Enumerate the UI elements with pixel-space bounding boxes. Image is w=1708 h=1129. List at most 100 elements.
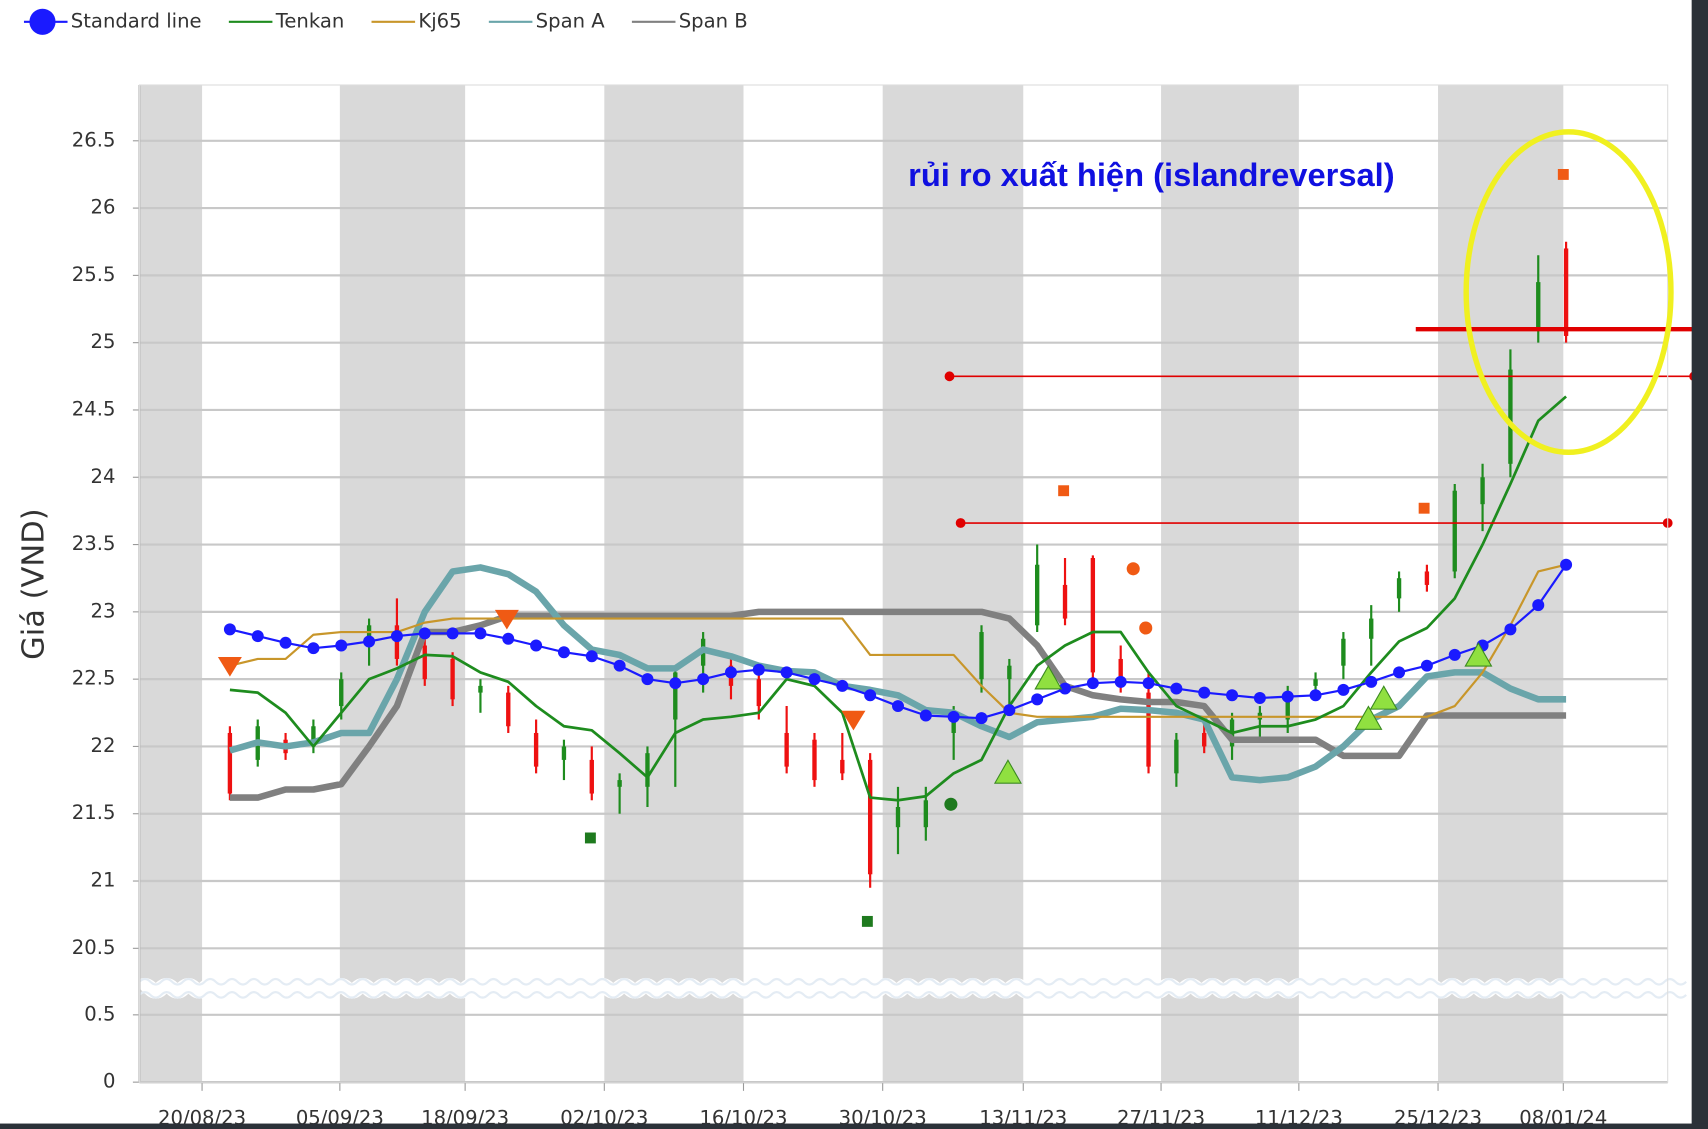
- axis-break-edge: [138, 977, 1687, 986]
- candle-body: [645, 753, 650, 787]
- series-dot: [251, 630, 264, 643]
- candle-body: [1174, 739, 1179, 774]
- annotation: rủi ro xuất hiện (islandreversal): [908, 156, 1395, 193]
- legend-item: Span A: [488, 9, 606, 32]
- candle-body: [1563, 248, 1569, 336]
- highlight-ellipse: [1463, 129, 1674, 455]
- candle-body: [533, 732, 539, 767]
- series-dot: [363, 635, 376, 648]
- y-tick-label: 23.5: [72, 532, 116, 555]
- x-tick-label: 30/10/23: [839, 1107, 927, 1129]
- candle-body: [561, 746, 567, 760]
- candle-body: [756, 679, 761, 707]
- y-tick-label: 26: [91, 196, 116, 219]
- candle-body: [812, 739, 817, 781]
- signal-marker: [944, 797, 958, 811]
- legend-item: Kj65: [371, 9, 462, 32]
- x-tick-label: 11/12/23: [1255, 1107, 1343, 1129]
- level-end: [955, 518, 966, 528]
- series-dot: [1393, 666, 1406, 679]
- y-tick-label: 24.5: [72, 397, 116, 420]
- y-tick-label: 23: [91, 599, 116, 622]
- candle-body: [784, 732, 789, 767]
- candle-body: [895, 807, 901, 828]
- candle-body: [589, 759, 594, 794]
- x-tick-label: 16/10/23: [699, 1107, 787, 1129]
- x-tick-label: 02/10/23: [560, 1107, 648, 1129]
- series-dot: [975, 712, 988, 725]
- series-line: [229, 563, 1567, 718]
- series-dot: [1003, 704, 1016, 717]
- series-dot: [1253, 691, 1266, 704]
- series-dot: [864, 689, 877, 702]
- signal-marker: [1369, 685, 1398, 710]
- series-dot: [1337, 683, 1350, 696]
- series-dot: [279, 636, 292, 649]
- series-dot: [669, 677, 682, 690]
- y-tick-label: 0.5: [84, 1002, 115, 1025]
- candle-body: [1341, 638, 1346, 666]
- y-tick-label: 25.5: [72, 263, 116, 286]
- series-dot: [892, 700, 904, 713]
- candle-body: [1007, 665, 1012, 680]
- series-dot: [1532, 599, 1545, 612]
- plot-frame: [138, 84, 1669, 1083]
- x-tick-label: 18/09/23: [421, 1107, 509, 1129]
- candle-body: [1035, 564, 1040, 626]
- series-dot: [1086, 677, 1099, 690]
- series-line: [229, 395, 1567, 802]
- date-band: [139, 85, 203, 1083]
- candle-body: [311, 726, 316, 747]
- series-dot: [223, 623, 236, 636]
- candle-body: [1452, 490, 1457, 572]
- series-dot: [613, 659, 626, 672]
- candle-body: [1062, 584, 1068, 619]
- series-dot: [1142, 677, 1155, 690]
- candle-body: [617, 780, 622, 787]
- y-tick-label: 0: [103, 1070, 115, 1093]
- series-dot: [446, 627, 459, 640]
- date-band: [1438, 85, 1564, 1083]
- x-tick-label: 20/08/23: [158, 1107, 246, 1129]
- series-dot: [1448, 648, 1461, 661]
- axis-break-edge: [138, 991, 1687, 999]
- signal-marker: [1139, 621, 1153, 635]
- candle-body: [506, 692, 511, 727]
- series-dot: [724, 666, 737, 679]
- x-tick-label: 25/12/23: [1394, 1107, 1482, 1129]
- legend-label: Span A: [536, 9, 606, 32]
- legend-label: Tenkan: [275, 9, 345, 32]
- series-dot: [1504, 623, 1517, 636]
- candle-body: [1369, 618, 1374, 639]
- legend-item: Tenkan: [228, 9, 345, 32]
- signal-marker: [841, 710, 866, 731]
- candle-body: [923, 800, 929, 828]
- signal-marker: [1034, 664, 1063, 690]
- candle-body: [1285, 692, 1290, 720]
- candle-body: [979, 632, 984, 680]
- series-dot: [1365, 675, 1378, 688]
- candle-body: [1396, 578, 1402, 599]
- signal-marker: [1557, 168, 1569, 180]
- series-dot: [1226, 689, 1239, 702]
- y-tick-label: 22: [91, 734, 116, 757]
- date-band: [1161, 85, 1299, 1083]
- series-dot: [335, 639, 348, 652]
- candle-body: [1313, 679, 1318, 686]
- signal-marker: [1126, 562, 1140, 576]
- signal-marker: [861, 915, 873, 927]
- series-dot: [530, 639, 543, 652]
- candle-body: [339, 679, 344, 707]
- x-tick-label: 05/09/23: [296, 1107, 384, 1129]
- signal-marker: [584, 832, 596, 844]
- series-dot: [1560, 558, 1573, 571]
- series-dot: [641, 673, 654, 686]
- series-dot: [474, 627, 487, 640]
- legend-label: Standard line: [71, 9, 202, 32]
- series-dot: [836, 679, 849, 692]
- signal-marker: [1354, 705, 1383, 730]
- x-tick-label: 13/11/23: [979, 1107, 1067, 1129]
- series-line: [228, 564, 1567, 784]
- series-dot: [390, 630, 403, 643]
- y-tick-label: 24: [91, 465, 116, 488]
